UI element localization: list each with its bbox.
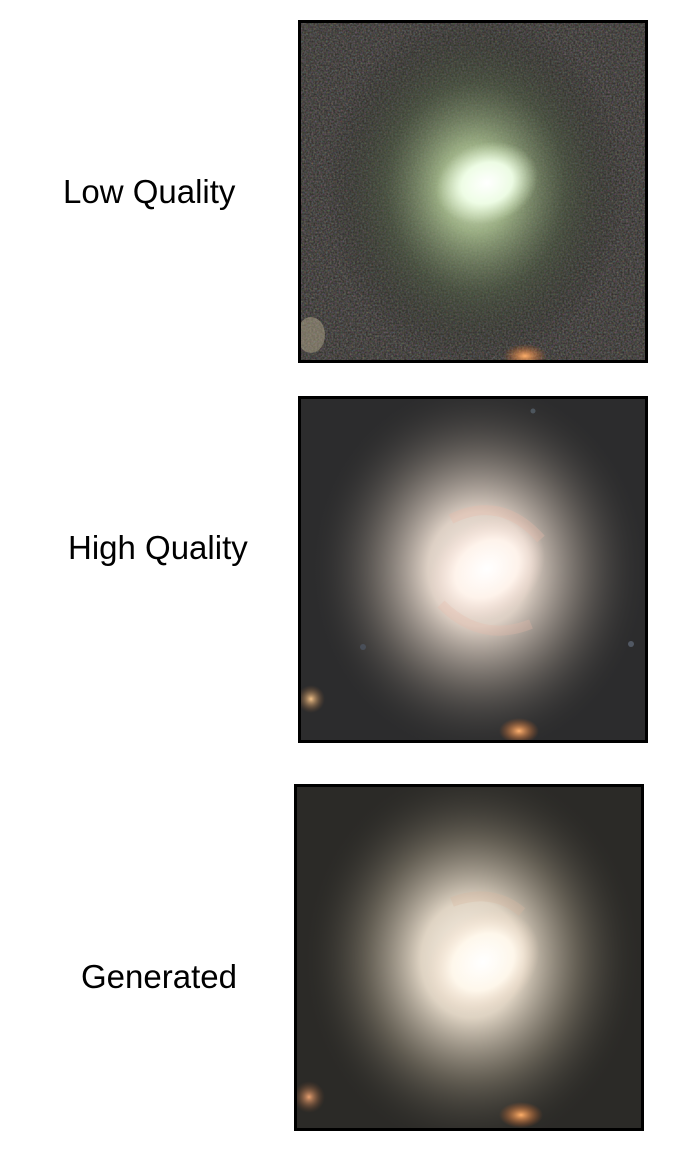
row-label-generated: Generated <box>81 958 237 995</box>
high-quality-galaxy-image <box>298 396 648 743</box>
row-label-high-quality: High Quality <box>68 529 248 566</box>
row-label-low-quality: Low Quality <box>63 173 236 210</box>
generated-galaxy-image <box>294 784 644 1131</box>
low-quality-galaxy-image <box>298 20 648 363</box>
